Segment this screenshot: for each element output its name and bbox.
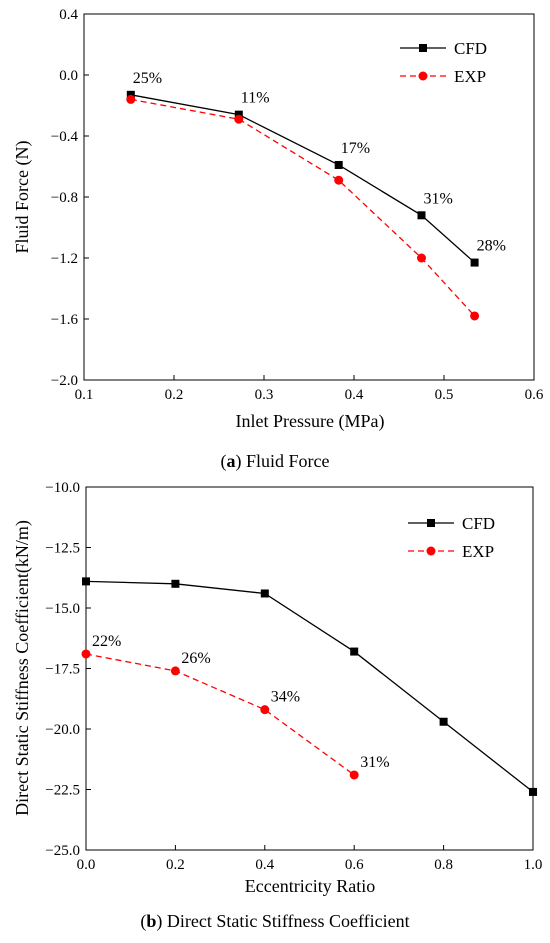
panel-a-x-tick-label: 0.1 xyxy=(75,387,94,403)
panel-a-exp-point xyxy=(234,114,244,124)
panel-a-y-tick-label: −2.0 xyxy=(51,373,78,389)
panel-a-x-tick-label: 0.6 xyxy=(525,387,544,403)
panel-a-cfd-point xyxy=(126,90,135,99)
panel-b-cfd-point xyxy=(350,647,359,656)
panel-a-x-tick-label: 0.5 xyxy=(435,387,454,403)
panel-a-error-annotation: 28% xyxy=(477,238,506,255)
panel-a-cfd-point xyxy=(234,110,243,119)
panel-a-x-tick-label: 0.2 xyxy=(165,387,184,403)
panel-b-x-tick-label: 0.4 xyxy=(255,857,274,873)
legend-exp-marker xyxy=(426,546,436,556)
panel-b-exp-point xyxy=(260,705,270,715)
panel-b-error-annotation: 34% xyxy=(271,689,300,706)
panel-b-error-annotation: 22% xyxy=(92,633,121,650)
panel-b-x-axis-label: Eccentricity Ratio xyxy=(245,876,375,896)
panel-b-cfd-line xyxy=(85,580,534,793)
panel-a-error-annotation: 25% xyxy=(133,70,162,87)
panel-b-y-tick-label: −20.0 xyxy=(45,722,80,738)
panel-b-cfd-point xyxy=(439,717,448,726)
panel-b-y-tick-label: −12.5 xyxy=(45,541,80,557)
panel-a-error-annotation: 17% xyxy=(341,140,370,157)
panel-a-error-annotation: 11% xyxy=(241,90,270,107)
panel-a-caption-letter: a xyxy=(227,451,236,471)
panel-b-y-tick-label: −10.0 xyxy=(45,480,80,496)
panel-b-y-axis-label: Direct Static Stiffness Coefficient(kN/m… xyxy=(12,520,33,816)
panel-a-y-tick-label: −0.4 xyxy=(51,129,79,145)
panel-b-x-tick-label: 0.8 xyxy=(434,857,453,873)
panel-b-y-tick-label: −22.5 xyxy=(45,783,80,799)
legend-exp-label: EXP xyxy=(462,542,494,561)
panel-b-x-tick-label: 0.2 xyxy=(166,857,185,873)
panel-b-cfd-point xyxy=(529,787,537,796)
panel-b-error-annotation: 26% xyxy=(181,650,210,667)
panel-b-x-tick-label: 0.6 xyxy=(345,857,364,873)
legend-exp-marker xyxy=(418,71,428,81)
panel-b-cfd-point xyxy=(82,577,90,586)
panel-a-exp-line xyxy=(130,98,476,317)
panel-a-x-tick-label: 0.3 xyxy=(255,387,274,403)
panel-a-exp-point xyxy=(334,175,344,185)
panel-b-y-tick-label: −15.0 xyxy=(45,601,80,617)
panel-a-cfd-point xyxy=(417,211,426,220)
panel-a-fluid-force-chart: 0.1 0.2 0.3 0.4 0.5 0.6 0.4 0.0 −0.4 −0.8 −1.2 −1.6… xyxy=(12,7,544,472)
panel-a-exp-point xyxy=(417,253,426,263)
panel-a-error-annotation: 31% xyxy=(424,190,453,207)
legend-cfd-marker xyxy=(427,519,435,527)
legend-cfd-label: CFD xyxy=(454,39,487,58)
legend-exp-label: EXP xyxy=(454,67,486,86)
panel-b-y-tick-label: −17.5 xyxy=(45,662,80,678)
panel-a-y-tick-label: 0.0 xyxy=(59,68,78,84)
panel-a-y-tick-label: −1.6 xyxy=(51,312,79,328)
panel-b-cfd-point xyxy=(260,589,269,598)
panel-b-exp-line xyxy=(85,653,355,776)
panel-b-cfd-point xyxy=(171,579,180,588)
panel-a-y-tick-label: −0.8 xyxy=(51,190,78,206)
panel-b-caption-letter: b xyxy=(146,911,156,931)
legend-cfd-label: CFD xyxy=(462,514,495,533)
panel-a-cfd-point xyxy=(470,258,479,267)
panel-a-y-axis-label: Fluid Force (N) xyxy=(12,141,33,254)
panel-a-exp-point xyxy=(126,94,136,104)
panel-b-caption: (b) Direct Static Stiffness Coefficient xyxy=(140,911,409,932)
panel-b-exp-point xyxy=(81,649,91,659)
panel-a-y-tick-label: 0.4 xyxy=(59,7,78,23)
panel-a-cfd-point xyxy=(334,160,343,169)
panel-b-exp-point xyxy=(170,666,180,676)
panel-b-x-tick-label: 0.0 xyxy=(77,857,96,873)
panel-b-error-annotation: 31% xyxy=(360,754,389,771)
panel-a-x-axis-label: Inlet Pressure (MPa) xyxy=(236,411,385,432)
panel-b-y-tick-label: −25.0 xyxy=(45,843,80,859)
panel-a-x-tick-label: 0.4 xyxy=(345,387,364,403)
panel-a-caption: (a) Fluid Force xyxy=(221,451,330,472)
panel-b-stiffness-chart: 0.0 0.2 0.4 0.6 0.8 1.0 −10.0 −12.5 −15.0 −17.5 −2… xyxy=(12,480,542,932)
panel-a-exp-point xyxy=(470,311,480,321)
panel-a-y-tick-label: −1.2 xyxy=(51,251,78,267)
panel-b-exp-point xyxy=(349,770,359,780)
panel-a-cfd-line xyxy=(130,94,476,264)
panel-b-caption-text: Direct Static Stiffness Coefficient xyxy=(162,911,409,931)
legend-cfd-marker xyxy=(419,44,427,52)
panel-a-caption-text: Fluid Force xyxy=(242,451,330,471)
panel-b-x-tick-label: 1.0 xyxy=(524,857,543,873)
